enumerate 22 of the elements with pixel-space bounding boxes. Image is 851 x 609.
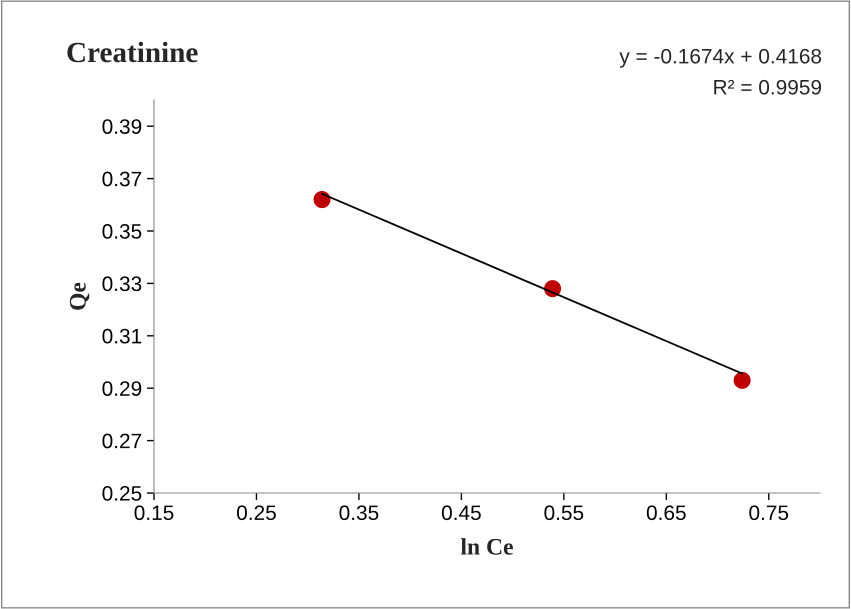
x-tick-label: 0.55: [544, 505, 584, 520]
text: y = -0.1674x + 0.4168: [619, 48, 822, 68]
y-tick-label: 0.35: [102, 224, 142, 239]
x-axis-title: ln Ce: [460, 538, 513, 555]
text: R² = 0.9959: [714, 80, 822, 95]
y-tick-label: 0.37: [102, 172, 142, 186]
x-tick-label: 0.25: [237, 505, 276, 520]
y-tick-label: 0.27: [102, 434, 142, 448]
y-axis-title: Qe: [70, 282, 90, 310]
x-tick-label: 0.15: [134, 505, 174, 520]
point: [314, 191, 331, 208]
y-tick-label: 0.31: [102, 328, 142, 344]
y-tick-label: 0.25: [102, 486, 142, 501]
chart-title: Creatinine: [67, 42, 198, 62]
x-tick-label: 0.45: [442, 505, 481, 520]
point: [734, 372, 751, 389]
y-tick-label: 0.33: [102, 276, 142, 292]
x-tick-label: 0.75: [749, 505, 788, 520]
x-tick-label: 0.65: [646, 505, 686, 520]
x-tick-label: 0.35: [339, 505, 378, 520]
y-tick-label: 0.39: [102, 119, 142, 134]
y-tick-label: 0.29: [102, 381, 142, 396]
